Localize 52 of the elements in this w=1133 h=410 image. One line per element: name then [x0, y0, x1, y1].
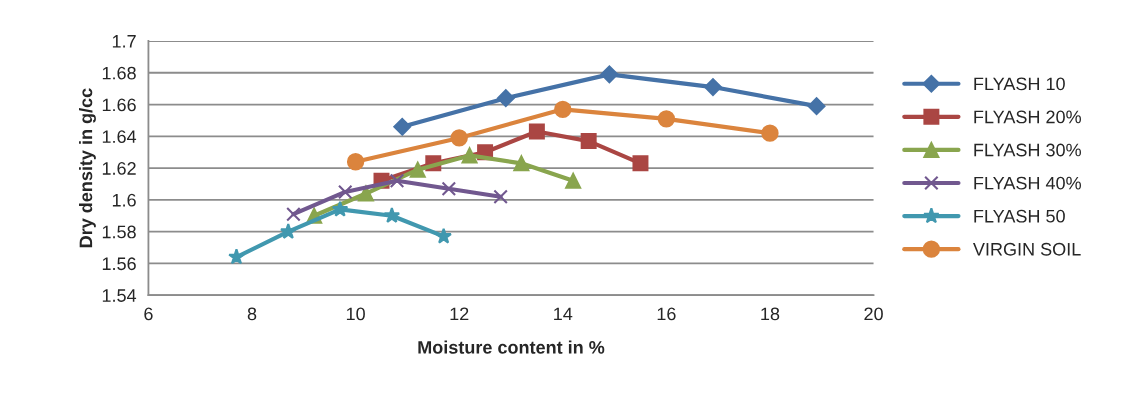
- point: [704, 78, 722, 96]
- point: [409, 161, 426, 178]
- point: [279, 222, 297, 239]
- legend-label: FLYASH 40%: [974, 176, 1081, 190]
- point: [493, 189, 508, 204]
- point: [461, 147, 478, 164]
- x-tick-label: 16: [657, 307, 676, 321]
- legend-label: FLYASH 20%: [974, 110, 1081, 124]
- x-tick-label: 6: [144, 307, 153, 321]
- point: [513, 155, 530, 172]
- y-tick-label: 1.66: [102, 98, 136, 112]
- y-tick-label: 1.58: [102, 225, 136, 239]
- y-tick-label: 1.54: [102, 289, 137, 302]
- point: [286, 206, 301, 222]
- point: [389, 173, 405, 189]
- point: [565, 172, 582, 189]
- legend-label: FLYASH 50: [974, 209, 1065, 223]
- point: [441, 181, 457, 197]
- point: [228, 248, 245, 265]
- point: [528, 123, 545, 140]
- y-tick-label: 1.68: [102, 66, 136, 80]
- point: [435, 227, 452, 244]
- point: [807, 97, 826, 116]
- y-tick-label: 1.56: [102, 257, 136, 271]
- point: [450, 129, 468, 147]
- y-axis-title: Dry density in g/cc: [79, 88, 96, 248]
- x-axis-title: Moisture content in %: [418, 340, 605, 354]
- point: [600, 65, 619, 84]
- point: [657, 110, 676, 128]
- point: [496, 89, 515, 108]
- y-tick-label: 1.64: [102, 130, 137, 144]
- point: [383, 207, 401, 223]
- x-tick-label: 12: [450, 307, 469, 321]
- x-tick-label: 20: [864, 307, 883, 321]
- legend-label: FLYASH 10: [974, 77, 1065, 91]
- point: [761, 124, 779, 142]
- point: [580, 133, 597, 150]
- x-tick-label: 8: [247, 307, 257, 321]
- y-tick-label: 1.6: [112, 193, 136, 207]
- point: [393, 117, 412, 136]
- point: [632, 155, 649, 172]
- y-tick-label: 1.62: [102, 162, 136, 175]
- x-tick-label: 14: [554, 307, 573, 321]
- x-tick-label: 10: [346, 307, 365, 321]
- point: [346, 153, 365, 171]
- legend-label: FLYASH 30%: [974, 143, 1081, 157]
- y-tick-label: 1.7: [112, 35, 136, 48]
- legend-label: VIRGIN SOIL: [972, 242, 1081, 256]
- point: [337, 184, 353, 200]
- point: [554, 100, 572, 118]
- x-tick-label: 18: [761, 307, 780, 321]
- point: [331, 200, 349, 217]
